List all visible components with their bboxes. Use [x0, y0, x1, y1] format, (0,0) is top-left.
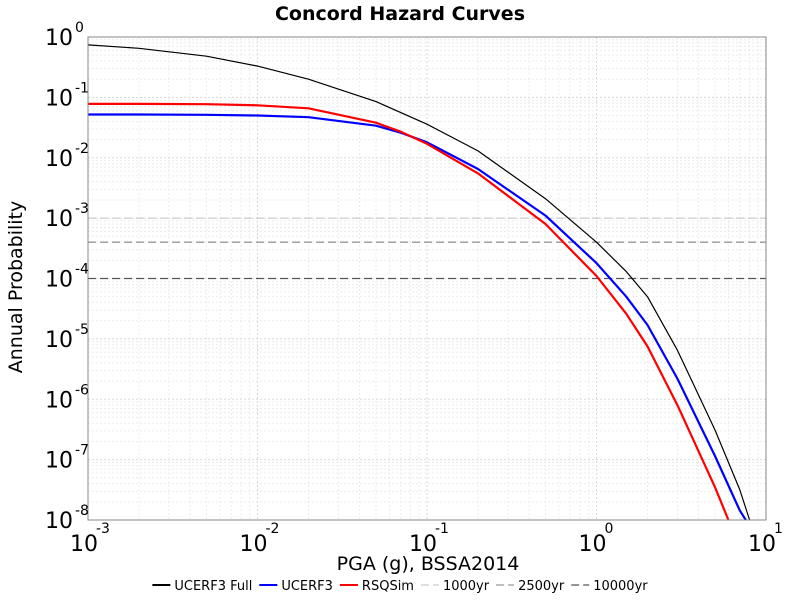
legend-item: 10000yr	[571, 579, 648, 594]
y-tick-label: 10 -3	[45, 201, 89, 232]
x-axis-label: PGA (g), BSSA2014	[337, 553, 520, 575]
x-tick-label: 10-1	[409, 521, 449, 557]
y-tick-exponent: -4	[75, 262, 89, 278]
x-tick-label: 10-3	[70, 521, 110, 557]
x-tick-exponent: -1	[435, 521, 449, 537]
y-tick-base: 10	[45, 86, 73, 111]
y-tick-label: 10 -2	[45, 141, 89, 172]
series-line-ucerf3-full	[87, 44, 751, 521]
y-tick-label: 10 0	[45, 20, 84, 51]
y-tick-exponent: -1	[75, 80, 89, 96]
legend-item: UCERF3 Full	[152, 579, 252, 594]
y-tick-base: 10	[45, 26, 73, 51]
chart-title: Concord Hazard Curves	[275, 3, 525, 25]
y-tick-base: 10	[45, 147, 73, 172]
y-tick-exponent: -3	[75, 201, 89, 217]
legend-label: UCERF3 Full	[174, 579, 252, 594]
y-tick-label: 10 -6	[45, 382, 89, 413]
x-tick-exponent: 0	[605, 521, 614, 537]
x-tick-exponent: -2	[266, 521, 280, 537]
y-axis-label: Annual Probability	[5, 201, 27, 374]
legend-label: UCERF3	[281, 579, 333, 594]
x-tick-base: 10	[240, 532, 268, 557]
legend-item: UCERF3	[259, 579, 333, 594]
x-tick-label: 101	[748, 521, 783, 557]
x-tick-base: 10	[70, 532, 98, 557]
legend-label: 2500yr	[518, 579, 565, 594]
legend-item: 2500yr	[496, 579, 565, 594]
x-tick-exponent: -3	[96, 521, 110, 537]
legend: UCERF3 Full UCERF3 RSQSim 1000yr 2500yr 10000…	[152, 579, 648, 594]
legend-item: 1000yr	[420, 579, 490, 594]
y-tick-exponent: -6	[75, 382, 89, 398]
y-tick-base: 10	[45, 328, 73, 353]
y-tick-label: 10 -1	[45, 80, 89, 111]
x-tick-base: 10	[748, 532, 776, 557]
x-tick-exponent: 1	[774, 521, 783, 537]
y-tick-exponent: -8	[75, 503, 89, 519]
legend-item: RSQSim	[339, 579, 414, 594]
y-tick-label: 10 -5	[45, 322, 89, 353]
y-tick-base: 10	[45, 449, 73, 474]
series-line-ucerf3	[88, 113, 747, 521]
y-tick-exponent: -5	[75, 322, 89, 338]
y-tick-label: 10 -8	[45, 503, 89, 534]
x-tick-base: 10	[579, 532, 607, 557]
x-tick-label: 100	[579, 521, 614, 557]
series-lines	[87, 44, 751, 521]
y-tick-exponent: -2	[75, 141, 89, 157]
y-tick-base: 10	[45, 207, 73, 232]
series-line-rsqsim	[88, 102, 730, 521]
y-tick-base: 10	[45, 268, 73, 293]
y-tick-label: 10 -7	[45, 443, 89, 474]
y-tick-label: 10 -4	[45, 262, 89, 293]
y-tick-base: 10	[45, 509, 73, 534]
legend-label: RSQSim	[362, 579, 414, 594]
legend-label: 1000yr	[443, 579, 490, 594]
x-tick-base: 10	[409, 532, 437, 557]
y-tick-exponent: -7	[75, 443, 89, 459]
legend-label: 10000yr	[593, 579, 648, 594]
y-tick-base: 10	[45, 388, 73, 413]
plot-border	[87, 36, 767, 521]
x-tick-label: 10-2	[240, 521, 280, 557]
y-tick-exponent: 0	[75, 20, 84, 36]
reference-lines	[88, 217, 766, 280]
